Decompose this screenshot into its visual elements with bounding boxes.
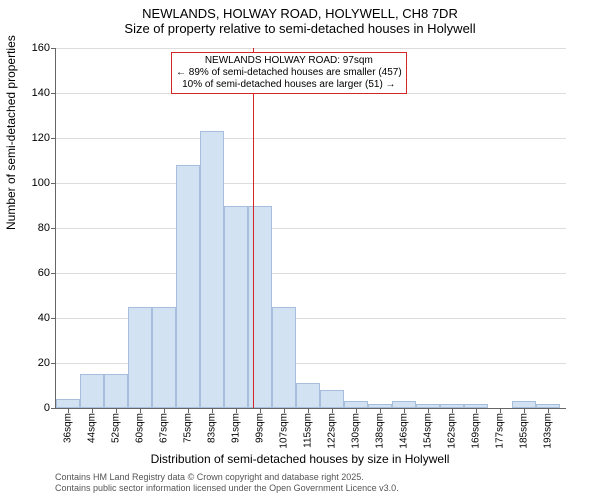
ytick-label: 140	[20, 87, 50, 99]
y-axis-label: Number of semi-detached properties	[4, 35, 18, 230]
histogram-bar	[344, 401, 368, 408]
xtick-label: 169sqm	[471, 413, 482, 449]
annotation-box: NEWLANDS HOLWAY ROAD: 97sqm← 89% of semi…	[171, 52, 407, 94]
ytick-label: 80	[20, 222, 50, 234]
gridline	[56, 183, 566, 184]
ytick-mark	[51, 318, 56, 319]
xtick-label: 177sqm	[495, 413, 506, 449]
xtick-label: 36sqm	[63, 413, 74, 443]
xtick-label: 44sqm	[87, 413, 98, 443]
ytick-label: 20	[20, 357, 50, 369]
ytick-label: 160	[20, 42, 50, 54]
xtick-label: 162sqm	[447, 413, 458, 449]
xtick-label: 107sqm	[279, 413, 290, 449]
ytick-mark	[51, 183, 56, 184]
ytick-label: 40	[20, 312, 50, 324]
histogram-bar	[80, 374, 104, 408]
attribution-line-1: Contains HM Land Registry data © Crown c…	[55, 472, 399, 483]
annotation-line-1: NEWLANDS HOLWAY ROAD: 97sqm	[176, 55, 402, 67]
ytick-mark	[51, 408, 56, 409]
ytick-label: 100	[20, 177, 50, 189]
xtick-label: 185sqm	[519, 413, 530, 449]
xtick-label: 99sqm	[255, 413, 266, 443]
ytick-label: 120	[20, 132, 50, 144]
chart-area: 02040608010012014016036sqm44sqm52sqm60sq…	[55, 48, 565, 408]
histogram-bar	[392, 401, 416, 408]
histogram-bar	[272, 307, 296, 408]
ytick-mark	[51, 48, 56, 49]
ytick-label: 0	[20, 402, 50, 414]
attribution-line-2: Contains public sector information licen…	[55, 483, 399, 494]
histogram-bar	[512, 401, 536, 408]
histogram-bar	[248, 206, 272, 409]
xtick-label: 83sqm	[207, 413, 218, 443]
histogram-bar	[104, 374, 128, 408]
xtick-label: 115sqm	[303, 413, 314, 448]
histogram-bar	[296, 383, 320, 408]
histogram-bar	[200, 131, 224, 408]
ytick-mark	[51, 228, 56, 229]
histogram-bar	[176, 165, 200, 408]
xtick-label: 75sqm	[183, 413, 194, 443]
xtick-label: 130sqm	[351, 413, 362, 449]
xtick-label: 193sqm	[543, 413, 554, 449]
gridline	[56, 48, 566, 49]
ytick-mark	[51, 93, 56, 94]
histogram-bar	[152, 307, 176, 408]
plot-region: 02040608010012014016036sqm44sqm52sqm60sq…	[55, 48, 566, 409]
xtick-label: 91sqm	[231, 413, 242, 443]
gridline	[56, 228, 566, 229]
ytick-mark	[51, 273, 56, 274]
histogram-bar	[320, 390, 344, 408]
ytick-mark	[51, 138, 56, 139]
chart-title-block: NEWLANDS, HOLWAY ROAD, HOLYWELL, CH8 7DR…	[0, 0, 600, 36]
attribution-block: Contains HM Land Registry data © Crown c…	[55, 472, 399, 494]
x-axis-label: Distribution of semi-detached houses by …	[0, 452, 600, 466]
reference-line	[253, 48, 254, 408]
ytick-mark	[51, 363, 56, 364]
ytick-label: 60	[20, 267, 50, 279]
xtick-label: 67sqm	[159, 413, 170, 443]
annotation-line-2: ← 89% of semi-detached houses are smalle…	[176, 67, 402, 79]
chart-title-sub: Size of property relative to semi-detach…	[0, 21, 600, 36]
xtick-label: 154sqm	[423, 413, 434, 449]
xtick-label: 146sqm	[399, 413, 410, 449]
histogram-bar	[56, 399, 80, 408]
xtick-label: 122sqm	[327, 413, 338, 449]
xtick-label: 60sqm	[135, 413, 146, 443]
gridline	[56, 138, 566, 139]
annotation-line-3: 10% of semi-detached houses are larger (…	[176, 79, 402, 91]
histogram-bar	[224, 206, 248, 409]
histogram-bar	[128, 307, 152, 408]
chart-title-main: NEWLANDS, HOLWAY ROAD, HOLYWELL, CH8 7DR	[0, 6, 600, 21]
gridline	[56, 273, 566, 274]
xtick-label: 138sqm	[375, 413, 386, 449]
xtick-label: 52sqm	[111, 413, 122, 443]
